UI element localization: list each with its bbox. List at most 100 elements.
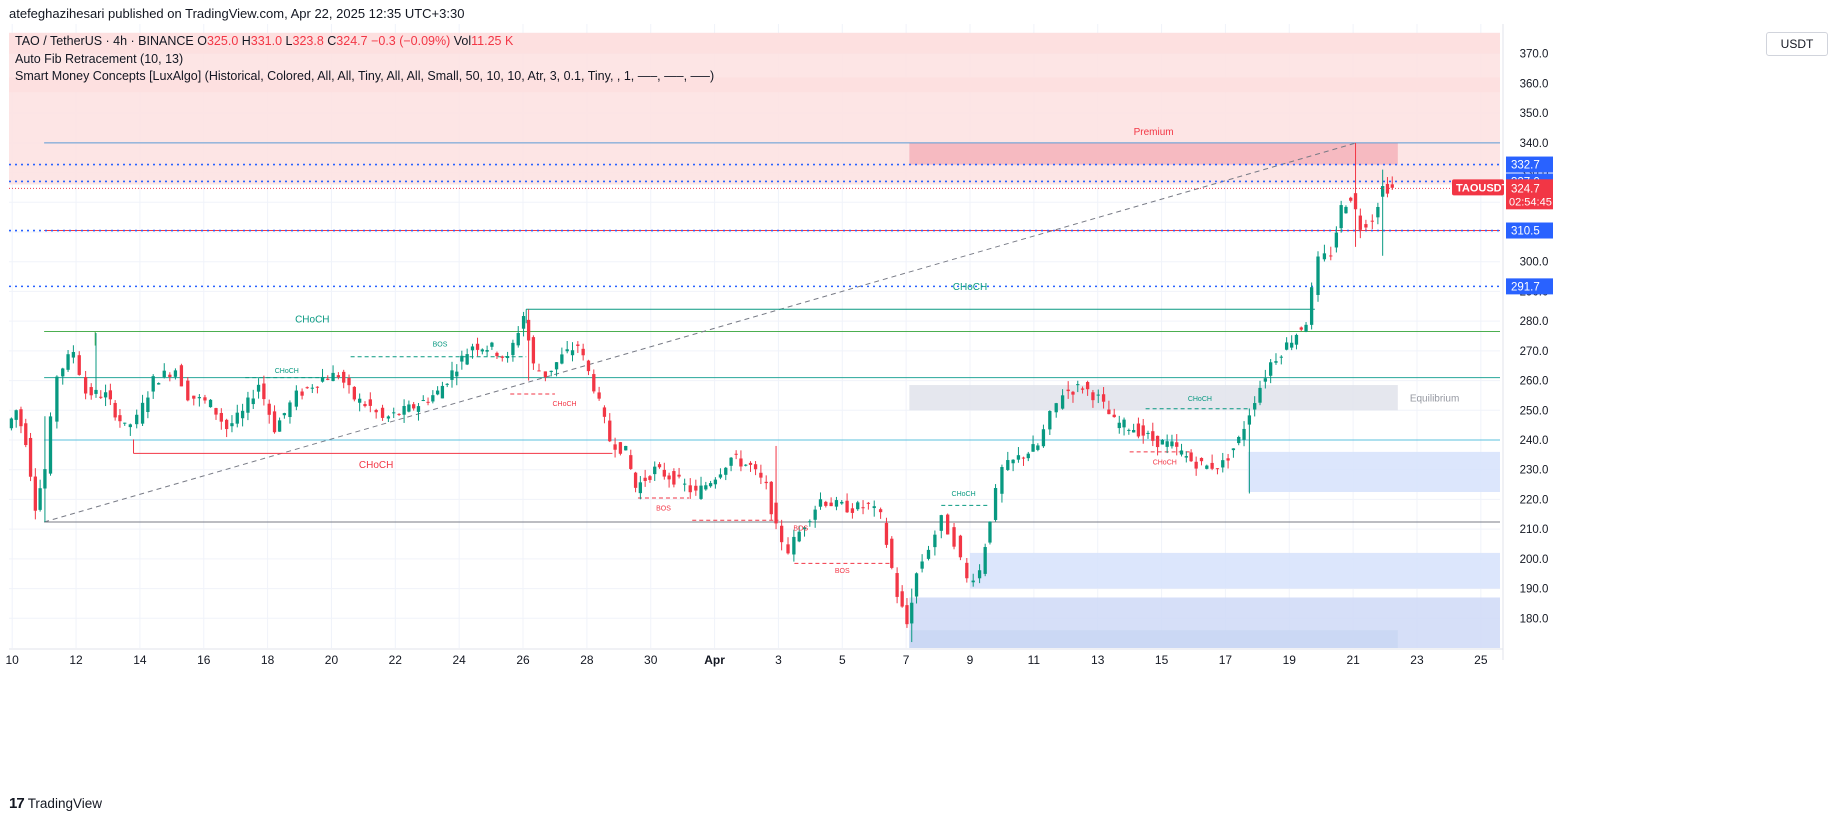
candle — [294, 390, 298, 407]
candle — [460, 355, 464, 362]
candle — [1390, 184, 1394, 188]
candle — [1112, 414, 1116, 418]
low-label: L — [285, 34, 293, 48]
indicator-smc-legend[interactable]: Smart Money Concepts [LuxAlgo] (Historic… — [15, 69, 715, 83]
candle — [1381, 186, 1385, 197]
candle — [1165, 441, 1169, 447]
candle — [1080, 388, 1085, 390]
candle — [629, 455, 633, 469]
candle — [1226, 458, 1230, 461]
candle — [94, 389, 98, 394]
candle — [613, 444, 617, 450]
candle — [1071, 391, 1075, 395]
candle — [1136, 423, 1141, 437]
candle — [24, 423, 28, 446]
candle — [699, 485, 703, 499]
price-level-tag[interactable] — [1506, 156, 1553, 173]
candle — [759, 472, 763, 478]
candle — [672, 471, 676, 485]
candle — [560, 354, 564, 364]
candle — [310, 387, 314, 389]
candle — [1231, 448, 1236, 451]
smc-label: BOS — [433, 341, 448, 348]
candle — [48, 416, 53, 474]
tradingview-brand[interactable]: 17 TradingView — [9, 795, 102, 812]
candle — [224, 419, 229, 430]
candle — [748, 462, 753, 465]
low-value: 323.8 — [292, 34, 324, 48]
candle — [470, 346, 475, 351]
y-tick-label: 240.0 — [1520, 435, 1549, 447]
candle — [440, 385, 445, 399]
price-level-tag[interactable] — [1506, 278, 1553, 295]
candle — [683, 483, 687, 485]
candle — [38, 488, 42, 510]
candle — [1096, 394, 1100, 396]
symbol-name[interactable]: TAO / TetherUS · 4h · BINANCE — [15, 34, 194, 48]
candle — [734, 453, 738, 455]
smc-label: CHoCH — [275, 368, 299, 375]
candle — [1060, 395, 1065, 409]
candle — [1122, 419, 1126, 428]
candle — [1304, 324, 1308, 332]
candle — [884, 522, 889, 545]
candle — [282, 413, 287, 416]
candle — [971, 580, 975, 583]
smc-label: CHoCH — [952, 491, 976, 498]
fib-trend-line — [43, 142, 1357, 523]
y-tick-label: 200.0 — [1520, 554, 1549, 566]
candle — [186, 380, 190, 401]
x-tick-label: 25 — [1474, 653, 1488, 667]
candle — [1242, 428, 1246, 440]
x-tick-label: Apr — [704, 653, 725, 667]
candle — [900, 591, 904, 607]
candle — [521, 316, 526, 329]
candle — [914, 573, 919, 597]
indicator-fib-legend[interactable]: Auto Fib Retracement (10, 13) — [15, 52, 184, 66]
candle — [1048, 411, 1052, 430]
x-tick-label: 19 — [1283, 653, 1297, 667]
currency-selector[interactable]: USDT — [1766, 32, 1828, 56]
candle — [648, 476, 652, 480]
candle — [1215, 468, 1220, 470]
candle — [28, 437, 33, 477]
candle — [939, 515, 943, 531]
candle — [315, 386, 320, 388]
last-price-tag[interactable] — [1506, 179, 1553, 210]
candle — [694, 485, 698, 491]
candle — [1041, 429, 1046, 447]
price-level-tag[interactable] — [1506, 222, 1553, 239]
x-tick-label: 16 — [197, 653, 211, 667]
smc-label: CHoCH — [552, 401, 576, 408]
open-label: O — [197, 34, 207, 48]
candle — [1107, 409, 1111, 415]
candle — [342, 371, 346, 383]
x-tick-label: 28 — [580, 653, 594, 667]
smc-label: BOS — [793, 526, 808, 533]
x-tick-label: 15 — [1155, 653, 1169, 667]
candle — [824, 501, 828, 506]
y-tick-label: 250.0 — [1520, 405, 1549, 417]
candle — [667, 475, 671, 480]
candle — [262, 383, 266, 400]
x-tick-label: 10 — [6, 653, 20, 667]
y-tick-label: 340.0 — [1520, 138, 1549, 150]
candle — [277, 420, 282, 432]
y-tick-label: 220.0 — [1520, 494, 1549, 506]
smc-label: BOS — [656, 506, 671, 513]
candle — [450, 370, 454, 380]
candle — [618, 442, 623, 454]
candles — [9, 142, 1394, 643]
candle — [173, 370, 178, 377]
candle — [895, 573, 899, 597]
candle — [905, 605, 909, 625]
candle — [1101, 394, 1106, 402]
candle — [392, 412, 396, 414]
candle — [331, 372, 335, 382]
x-tick-label: 23 — [1410, 653, 1424, 667]
symbol-tag-label: TAOUSDT — [1456, 182, 1509, 194]
candle — [1385, 183, 1390, 194]
candle — [485, 350, 489, 352]
symbol-tag[interactable] — [1452, 179, 1504, 196]
